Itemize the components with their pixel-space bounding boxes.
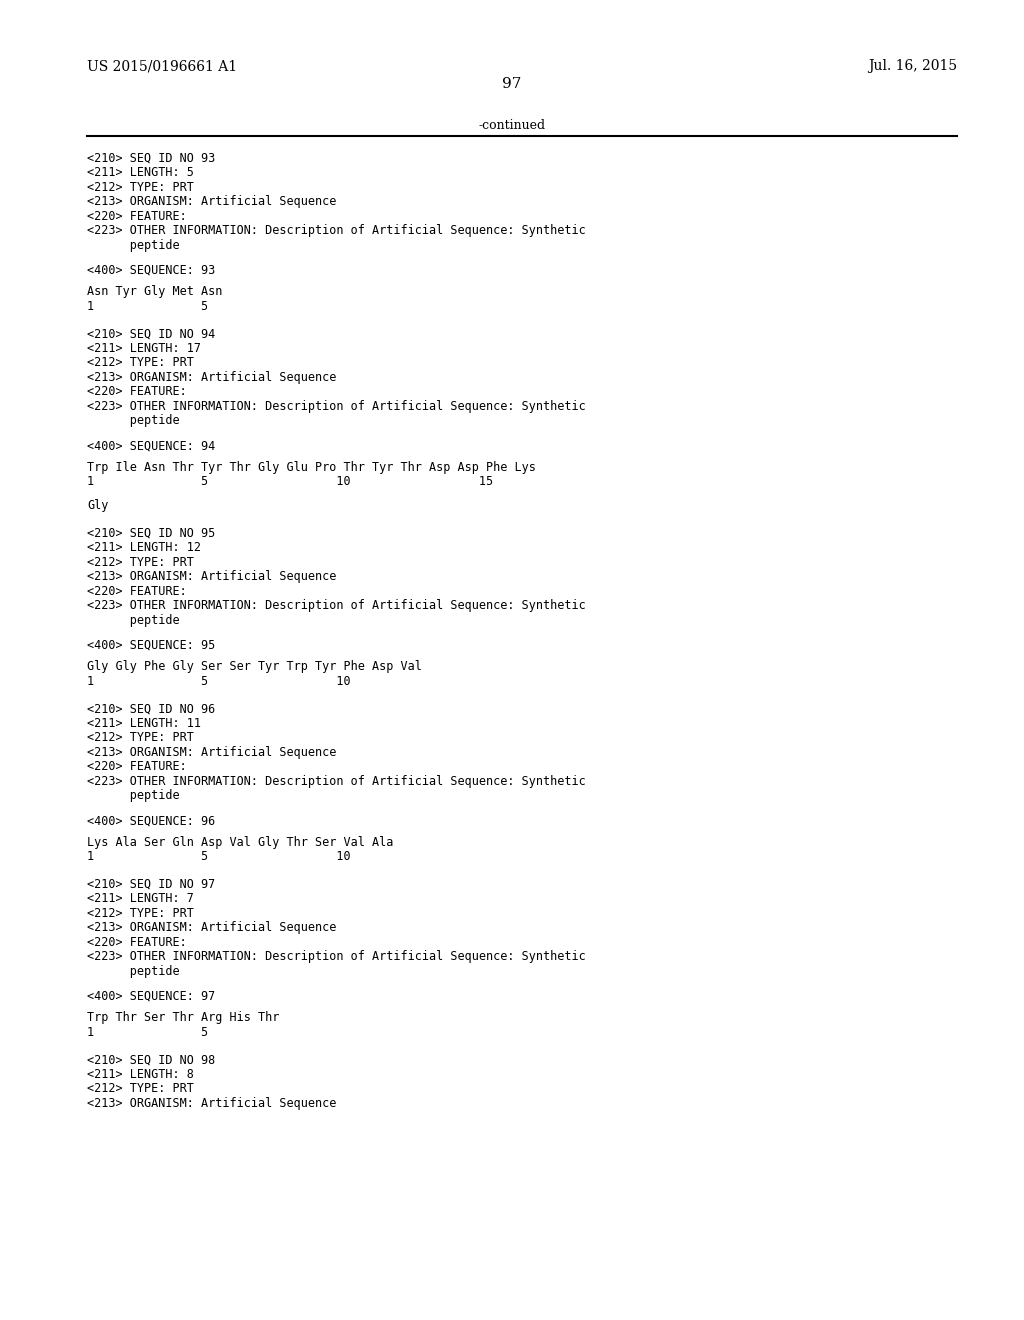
Text: <212> TYPE: PRT: <212> TYPE: PRT [87, 907, 194, 920]
Text: <211> LENGTH: 7: <211> LENGTH: 7 [87, 892, 194, 906]
Text: peptide: peptide [87, 239, 179, 252]
Text: 1               5                  10: 1 5 10 [87, 850, 350, 863]
Text: <220> FEATURE:: <220> FEATURE: [87, 585, 186, 598]
Text: <210> SEQ ID NO 94: <210> SEQ ID NO 94 [87, 327, 215, 341]
Text: <400> SEQUENCE: 93: <400> SEQUENCE: 93 [87, 264, 215, 277]
Text: <210> SEQ ID NO 96: <210> SEQ ID NO 96 [87, 702, 215, 715]
Text: <212> TYPE: PRT: <212> TYPE: PRT [87, 731, 194, 744]
Text: <210> SEQ ID NO 98: <210> SEQ ID NO 98 [87, 1053, 215, 1067]
Text: <400> SEQUENCE: 96: <400> SEQUENCE: 96 [87, 814, 215, 828]
Text: <212> TYPE: PRT: <212> TYPE: PRT [87, 181, 194, 194]
Text: <213> ORGANISM: Artificial Sequence: <213> ORGANISM: Artificial Sequence [87, 371, 337, 384]
Text: <213> ORGANISM: Artificial Sequence: <213> ORGANISM: Artificial Sequence [87, 570, 337, 583]
Text: <400> SEQUENCE: 95: <400> SEQUENCE: 95 [87, 639, 215, 652]
Text: <211> LENGTH: 12: <211> LENGTH: 12 [87, 541, 201, 554]
Text: <212> TYPE: PRT: <212> TYPE: PRT [87, 556, 194, 569]
Text: <223> OTHER INFORMATION: Description of Artificial Sequence: Synthetic: <223> OTHER INFORMATION: Description of … [87, 224, 586, 238]
Text: 1               5: 1 5 [87, 300, 208, 313]
Text: <211> LENGTH: 8: <211> LENGTH: 8 [87, 1068, 194, 1081]
Text: Lys Ala Ser Gln Asp Val Gly Thr Ser Val Ala: Lys Ala Ser Gln Asp Val Gly Thr Ser Val … [87, 836, 393, 849]
Text: peptide: peptide [87, 789, 179, 803]
Text: peptide: peptide [87, 614, 179, 627]
Text: 97: 97 [503, 77, 521, 91]
Text: <213> ORGANISM: Artificial Sequence: <213> ORGANISM: Artificial Sequence [87, 921, 337, 935]
Text: -continued: -continued [478, 119, 546, 132]
Text: Gly Gly Phe Gly Ser Ser Tyr Trp Tyr Phe Asp Val: Gly Gly Phe Gly Ser Ser Tyr Trp Tyr Phe … [87, 660, 422, 673]
Text: <400> SEQUENCE: 94: <400> SEQUENCE: 94 [87, 440, 215, 453]
Text: <223> OTHER INFORMATION: Description of Artificial Sequence: Synthetic: <223> OTHER INFORMATION: Description of … [87, 599, 586, 612]
Text: <223> OTHER INFORMATION: Description of Artificial Sequence: Synthetic: <223> OTHER INFORMATION: Description of … [87, 775, 586, 788]
Text: Asn Tyr Gly Met Asn: Asn Tyr Gly Met Asn [87, 285, 222, 298]
Text: <213> ORGANISM: Artificial Sequence: <213> ORGANISM: Artificial Sequence [87, 195, 337, 209]
Text: <400> SEQUENCE: 97: <400> SEQUENCE: 97 [87, 990, 215, 1003]
Text: <210> SEQ ID NO 93: <210> SEQ ID NO 93 [87, 152, 215, 165]
Text: <220> FEATURE:: <220> FEATURE: [87, 936, 186, 949]
Text: <213> ORGANISM: Artificial Sequence: <213> ORGANISM: Artificial Sequence [87, 746, 337, 759]
Text: <220> FEATURE:: <220> FEATURE: [87, 760, 186, 774]
Text: 1               5                  10                  15: 1 5 10 15 [87, 475, 494, 488]
Text: 1               5: 1 5 [87, 1026, 208, 1039]
Text: Gly: Gly [87, 499, 109, 512]
Text: <210> SEQ ID NO 97: <210> SEQ ID NO 97 [87, 878, 215, 891]
Text: <211> LENGTH: 17: <211> LENGTH: 17 [87, 342, 201, 355]
Text: <223> OTHER INFORMATION: Description of Artificial Sequence: Synthetic: <223> OTHER INFORMATION: Description of … [87, 400, 586, 413]
Text: <213> ORGANISM: Artificial Sequence: <213> ORGANISM: Artificial Sequence [87, 1097, 337, 1110]
Text: Jul. 16, 2015: Jul. 16, 2015 [868, 59, 957, 74]
Text: peptide: peptide [87, 965, 179, 978]
Text: <220> FEATURE:: <220> FEATURE: [87, 210, 186, 223]
Text: <220> FEATURE:: <220> FEATURE: [87, 385, 186, 399]
Text: US 2015/0196661 A1: US 2015/0196661 A1 [87, 59, 238, 74]
Text: peptide: peptide [87, 414, 179, 428]
Text: Trp Ile Asn Thr Tyr Thr Gly Glu Pro Thr Tyr Thr Asp Asp Phe Lys: Trp Ile Asn Thr Tyr Thr Gly Glu Pro Thr … [87, 461, 536, 474]
Text: <210> SEQ ID NO 95: <210> SEQ ID NO 95 [87, 527, 215, 540]
Text: 1               5                  10: 1 5 10 [87, 675, 350, 688]
Text: <212> TYPE: PRT: <212> TYPE: PRT [87, 356, 194, 370]
Text: <212> TYPE: PRT: <212> TYPE: PRT [87, 1082, 194, 1096]
Text: <211> LENGTH: 5: <211> LENGTH: 5 [87, 166, 194, 180]
Text: <223> OTHER INFORMATION: Description of Artificial Sequence: Synthetic: <223> OTHER INFORMATION: Description of … [87, 950, 586, 964]
Text: Trp Thr Ser Thr Arg His Thr: Trp Thr Ser Thr Arg His Thr [87, 1011, 280, 1024]
Text: <211> LENGTH: 11: <211> LENGTH: 11 [87, 717, 201, 730]
